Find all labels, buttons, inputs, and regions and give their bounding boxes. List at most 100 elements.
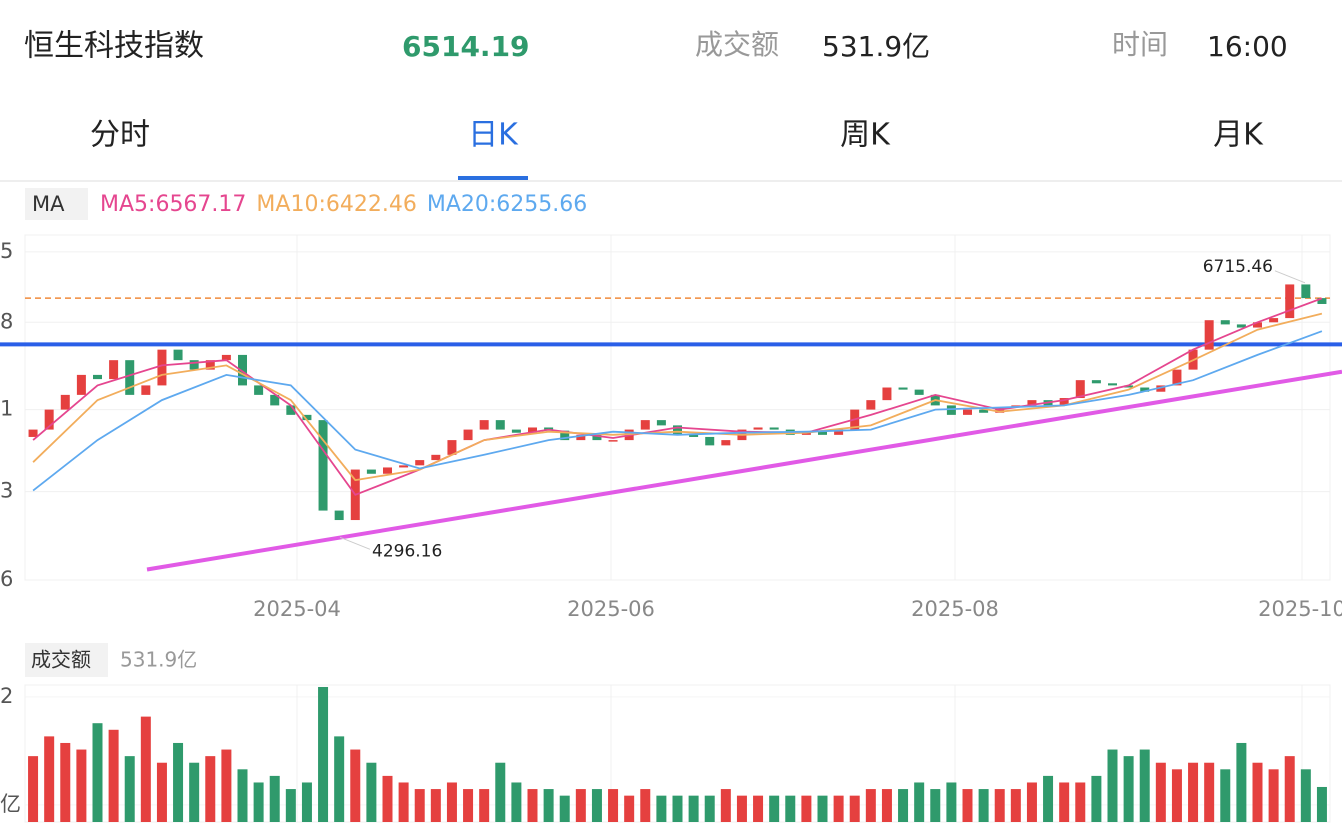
volume-bar <box>914 782 925 822</box>
volume-bar <box>318 686 329 822</box>
ma-legend: MA20:6255.66 <box>427 192 587 217</box>
volume-tick-label: 2 <box>0 684 13 708</box>
volume-bar <box>1300 769 1311 822</box>
candle <box>431 454 441 461</box>
ma-line <box>32 330 1323 492</box>
candle <box>673 425 682 435</box>
candle <box>721 440 731 446</box>
volume-bar <box>398 782 409 822</box>
candle <box>157 349 167 386</box>
candle <box>963 409 972 415</box>
volume-bar <box>382 775 393 822</box>
ma-line <box>32 297 1323 496</box>
candle <box>1059 398 1069 406</box>
candle <box>1236 324 1246 328</box>
y-tick-label: 8 <box>0 309 13 333</box>
volume-bar <box>1188 762 1199 822</box>
candle <box>270 394 280 406</box>
y-tick-label: 3 <box>0 479 13 503</box>
volume-bar <box>1316 786 1327 822</box>
turnover-value: 531.9亿 <box>822 30 930 63</box>
candle <box>238 354 247 386</box>
volume-bar <box>1204 762 1215 822</box>
volume-bar <box>1123 756 1134 822</box>
y-tick-label: 6 <box>0 567 13 591</box>
volume-bar <box>575 789 586 822</box>
candle <box>1285 284 1295 319</box>
volume-bar <box>44 736 55 822</box>
volume-bar <box>60 742 71 822</box>
candle <box>1220 320 1230 325</box>
candle <box>705 436 715 446</box>
candle <box>302 414 312 421</box>
candle <box>1317 298 1327 304</box>
volume-bar <box>1155 762 1166 822</box>
tab[interactable]: 日K <box>468 118 519 153</box>
volume-bar <box>301 782 312 822</box>
candle <box>769 427 779 430</box>
volume-bar <box>865 789 876 822</box>
x-tick-label: 2025-08 <box>911 597 999 621</box>
volume-bar <box>946 782 957 822</box>
candle <box>592 434 602 441</box>
volume-bar <box>511 782 522 822</box>
volume-bar <box>76 749 87 822</box>
volume-bar <box>221 749 232 822</box>
candle <box>640 420 650 430</box>
tab-underline <box>458 176 528 180</box>
volume-bar <box>108 729 119 822</box>
candle <box>1156 385 1166 392</box>
tab[interactable]: 周K <box>840 118 891 153</box>
volume-bar <box>962 789 973 822</box>
volume-value: 531.9亿 <box>120 648 197 672</box>
candle <box>1075 380 1085 399</box>
volume-bar <box>672 795 683 822</box>
candle <box>1108 383 1117 386</box>
trendline <box>146 369 1342 572</box>
candle <box>656 420 666 426</box>
volume-bar <box>92 723 103 822</box>
volume-bar <box>463 789 474 822</box>
candle <box>141 385 151 395</box>
volume-bar <box>1059 782 1070 822</box>
volume-bar <box>366 762 377 822</box>
volume-bar <box>736 795 747 822</box>
candle <box>560 430 570 441</box>
time-value: 16:00 <box>1207 30 1288 63</box>
volume-bar <box>173 742 184 822</box>
time-label: 时间 <box>1112 28 1168 61</box>
y-tick-label: 5 <box>0 239 13 263</box>
volume-bar <box>1139 749 1150 822</box>
y-tick-label: 1 <box>0 397 13 421</box>
volume-bar <box>624 795 635 822</box>
volume-bar <box>205 756 216 822</box>
candle <box>125 360 135 395</box>
ma-badge <box>25 188 88 220</box>
candle <box>447 440 457 455</box>
volume-bar <box>881 789 892 822</box>
candle <box>1301 284 1311 299</box>
tab[interactable]: 分时 <box>90 118 150 153</box>
volume-bar <box>1075 782 1086 822</box>
candle <box>898 387 908 390</box>
min-leader <box>339 536 371 550</box>
volume-bar <box>930 789 941 822</box>
volume-bar <box>656 795 667 822</box>
candle <box>479 420 489 430</box>
volume-bar <box>833 795 844 822</box>
tab[interactable]: 月K <box>1213 118 1264 153</box>
volume-bar <box>608 789 619 822</box>
volume-bar <box>769 795 780 822</box>
candle <box>1204 320 1214 350</box>
ma-legend: MA10:6422.46 <box>256 192 416 217</box>
index-price: 6514.19 <box>402 30 530 63</box>
candle <box>366 469 376 474</box>
volume-bar <box>140 716 151 822</box>
candle <box>93 374 102 380</box>
candle <box>511 429 521 433</box>
candle <box>334 510 344 521</box>
candle <box>608 440 618 442</box>
candle <box>1091 380 1101 384</box>
candle <box>528 427 537 433</box>
